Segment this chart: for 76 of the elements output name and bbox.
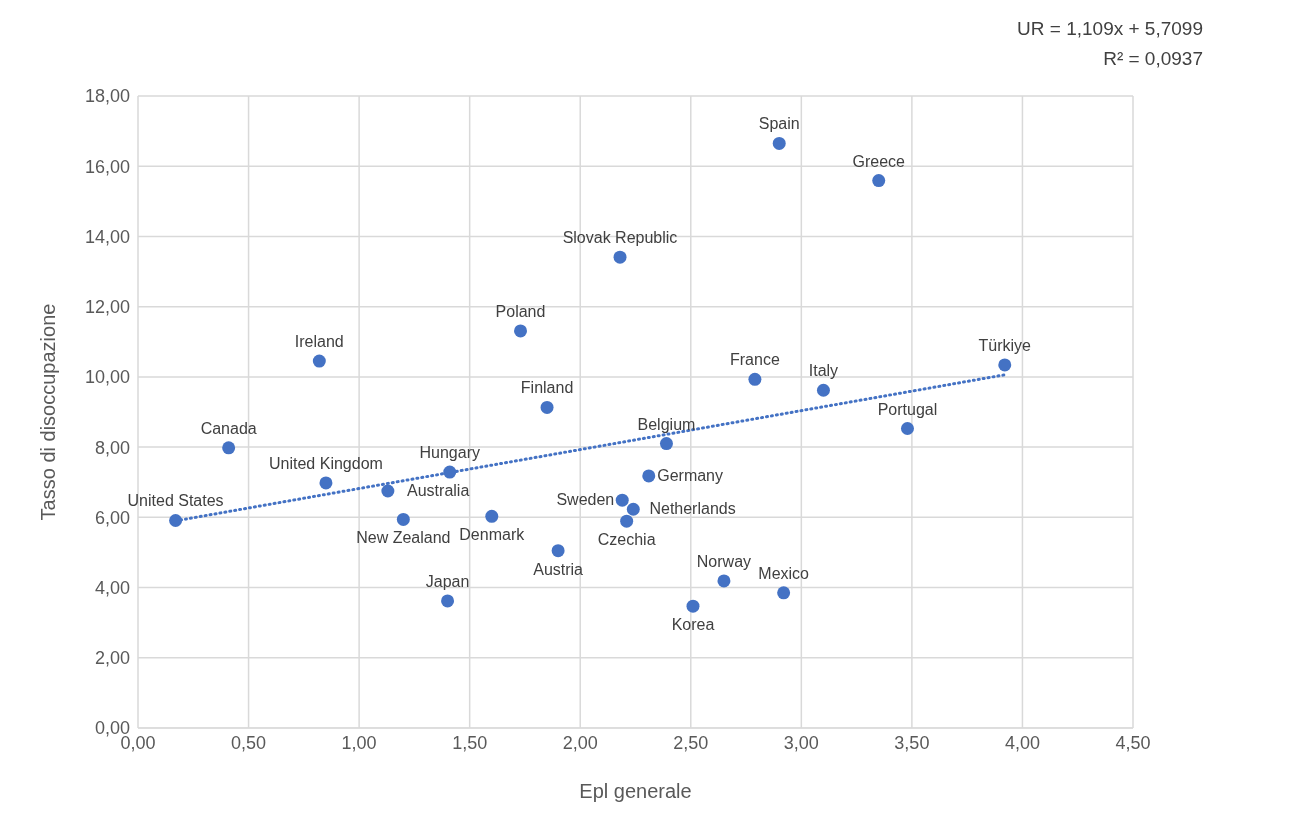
y-tick-label: 18,00 bbox=[84, 86, 130, 107]
data-label: Ireland bbox=[294, 333, 344, 351]
x-tick-label: 2,50 bbox=[673, 732, 709, 753]
y-tick-label: 10,00 bbox=[84, 367, 130, 388]
point bbox=[615, 493, 629, 507]
x-axis-title: Epl generale bbox=[579, 780, 692, 802]
point bbox=[777, 586, 791, 600]
point bbox=[998, 358, 1012, 372]
data-label: Türkiye bbox=[978, 336, 1032, 354]
y-tick-label: 14,00 bbox=[84, 226, 130, 247]
point bbox=[222, 441, 236, 455]
point bbox=[717, 574, 731, 588]
point bbox=[620, 514, 634, 528]
point bbox=[686, 599, 700, 613]
point bbox=[485, 509, 499, 523]
point bbox=[613, 250, 627, 264]
point bbox=[441, 594, 455, 608]
point bbox=[319, 476, 333, 490]
point bbox=[872, 174, 886, 188]
data-label: Italy bbox=[808, 362, 839, 380]
point bbox=[748, 372, 762, 386]
point bbox=[312, 354, 326, 368]
data-label: Spain bbox=[758, 115, 800, 133]
y-axis-title: Tasso di disoccupazione bbox=[37, 303, 60, 521]
point bbox=[659, 437, 673, 451]
point bbox=[169, 513, 183, 527]
point bbox=[514, 324, 528, 338]
y-tick-label: 4,00 bbox=[94, 577, 130, 598]
point bbox=[900, 422, 914, 435]
point bbox=[540, 400, 554, 414]
y-tick-label: 16,00 bbox=[84, 156, 130, 177]
data-label: France bbox=[730, 351, 780, 369]
data-label: Finland bbox=[520, 379, 574, 397]
data-label: Hungary bbox=[419, 444, 481, 462]
data-label: Belgium bbox=[637, 415, 696, 433]
data-label: Czechia bbox=[597, 531, 656, 549]
data-label: Portugal bbox=[877, 400, 938, 418]
x-tick-label: 4,50 bbox=[1115, 732, 1151, 753]
point bbox=[626, 502, 640, 516]
data-label: Poland bbox=[495, 302, 546, 320]
x-tick-label: 4,00 bbox=[1004, 732, 1040, 753]
point bbox=[443, 465, 457, 479]
point bbox=[816, 383, 830, 397]
x-tick-label: 2,00 bbox=[562, 732, 598, 753]
point bbox=[772, 136, 786, 150]
point bbox=[396, 512, 410, 526]
data-label: Sweden bbox=[556, 491, 615, 509]
x-tick-label: 3,00 bbox=[783, 732, 819, 753]
x-tick-label: 1,50 bbox=[452, 732, 488, 753]
data-label: Norway bbox=[696, 552, 752, 570]
data-label: Netherlands bbox=[649, 500, 736, 518]
data-label: Germany bbox=[657, 466, 724, 484]
data-label: Denmark bbox=[459, 526, 526, 544]
point bbox=[551, 544, 565, 558]
point bbox=[642, 469, 656, 483]
y-tick-label: 8,00 bbox=[94, 437, 130, 458]
y-tick-label: 12,00 bbox=[84, 297, 130, 318]
data-label: Slovak Republic bbox=[562, 229, 678, 247]
x-tick-label: 0,50 bbox=[231, 732, 267, 753]
data-label: Canada bbox=[200, 419, 257, 437]
data-label: Japan bbox=[425, 572, 470, 590]
text: UR = 1,109x + 5,7099 bbox=[1017, 17, 1203, 41]
data-label: Greece bbox=[852, 152, 906, 170]
data-label: Australia bbox=[407, 482, 470, 499]
y-tick-label: 2,00 bbox=[94, 648, 130, 669]
x-tick-label: 1,00 bbox=[341, 732, 377, 753]
data-label: Austria bbox=[533, 560, 584, 578]
text: R² = 0,0937 bbox=[1102, 47, 1203, 71]
data-label: Korea bbox=[671, 616, 715, 634]
data-label: New Zealand bbox=[356, 529, 451, 547]
data-label: Mexico bbox=[758, 564, 810, 582]
data-label: United Kingdom bbox=[269, 454, 383, 472]
x-tick-label: 3,50 bbox=[894, 732, 930, 753]
point bbox=[381, 484, 395, 498]
data-label: United States bbox=[127, 492, 224, 510]
y-tick-label: 6,00 bbox=[94, 507, 130, 528]
